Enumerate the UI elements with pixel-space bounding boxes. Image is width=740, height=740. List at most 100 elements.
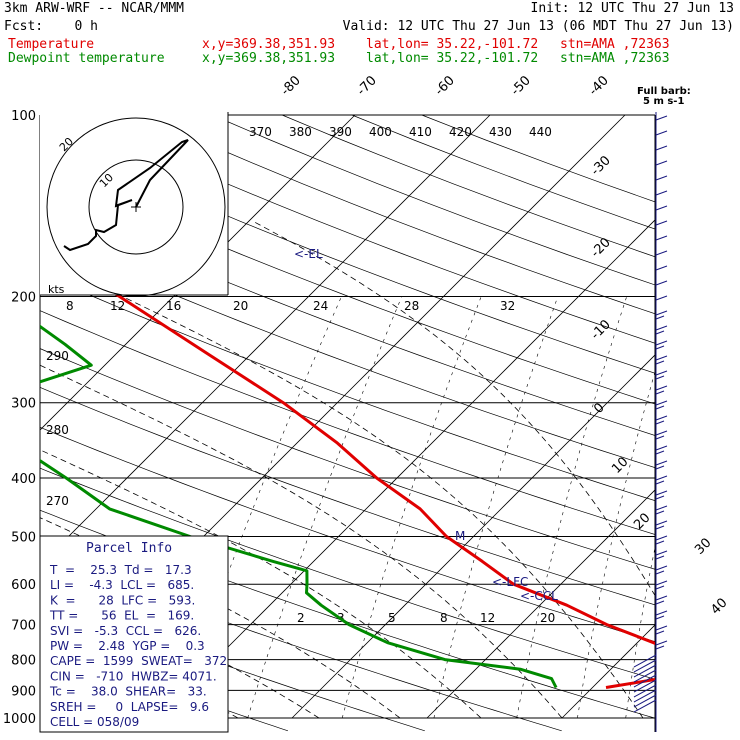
wind-barb	[655, 355, 668, 361]
mixing-ratio-label: 8	[66, 299, 74, 313]
mixing-ratio-line	[700, 297, 740, 719]
wind-barb	[655, 220, 668, 226]
isotherm-label: 30	[692, 536, 714, 558]
dry-adiabat	[351, 114, 655, 230]
wind-barb	[655, 465, 665, 470]
dry-adiabat	[40, 132, 655, 374]
legend-dewpoint-stn: stn=AMA ,72363	[560, 51, 670, 66]
wind-barb	[655, 520, 668, 526]
wind-barb	[655, 625, 668, 631]
parcel-info-row: CAPE = 1599 SWEAT= 372	[50, 654, 227, 668]
wind-barb	[655, 570, 665, 575]
wind-barb	[655, 330, 665, 335]
dry-adiabat	[0, 115, 14, 731]
saturated-adiabat	[40, 449, 482, 719]
dry-adiabat	[40, 348, 655, 570]
legend-dewpoint-latlon: lat,lon= 35.22,-101.72	[366, 51, 539, 66]
wind-barb	[655, 295, 668, 301]
wind-barb	[633, 699, 657, 713]
wind-barb	[633, 659, 657, 673]
mixing-ratio-label: 20	[233, 299, 248, 313]
isotherm-label: -30	[588, 153, 614, 179]
dry-adiabat	[40, 273, 655, 502]
parcel-info-row: LI = -4.3 LCL = 685.	[50, 578, 194, 592]
wind-barb	[655, 460, 668, 466]
dry-adiabat-label: 440	[529, 125, 552, 139]
dry-adiabat	[40, 597, 425, 732]
wind-barb	[655, 565, 668, 571]
wind-barb	[633, 694, 657, 708]
wind-barb	[655, 595, 668, 601]
dry-adiabat	[40, 201, 655, 436]
isotherm-label: -60	[432, 73, 458, 99]
dry-adiabat-label: 420	[449, 125, 472, 139]
wind-barb	[655, 505, 668, 511]
wind-barb	[655, 175, 668, 181]
wind-barb	[655, 250, 668, 256]
wind-barb	[655, 585, 665, 590]
isotherm-label: -50	[508, 73, 534, 99]
wind-barb	[655, 310, 668, 316]
isotherm	[697, 115, 740, 718]
mixing-ratio-label: 20	[540, 611, 555, 625]
isotherm-label: 40	[708, 596, 730, 618]
wind-barb	[655, 490, 668, 496]
wind-barb	[655, 400, 668, 406]
wind-barb	[655, 510, 665, 515]
dry-adiabat	[40, 426, 655, 642]
dry-adiabat	[40, 166, 655, 405]
pressure-tick-label: 100	[11, 109, 36, 124]
wind-barb	[655, 415, 668, 421]
hodograph: 20 10 kts	[40, 112, 229, 297]
parcel-info-frame	[39, 535, 229, 733]
mixing-ratio-label: 5	[388, 611, 396, 625]
parcel-info-row: Tc = 38.0 SHEAR= 33.	[49, 685, 207, 699]
legend-temperature-xy: x,y=369.38,351.93	[202, 37, 336, 52]
wind-barb	[655, 160, 668, 166]
wind-barb	[633, 689, 657, 703]
isotherm	[156, 219, 655, 719]
hodograph-units: kts	[48, 283, 65, 296]
pressure-tick-label: 500	[11, 530, 36, 545]
wind-barb	[655, 370, 668, 376]
parcel-info-row: T = 25.3 Td = 17.3	[49, 563, 192, 577]
init-time: Init: 12 UTC Thu 27 Jun 13	[530, 1, 735, 16]
saturated-adiabat	[252, 220, 655, 597]
wind-barb	[655, 540, 665, 545]
isotherm	[40, 114, 356, 431]
wind-barb	[655, 580, 668, 586]
wind-barb	[633, 679, 657, 693]
parcel-info-title: Parcel Info	[86, 541, 172, 556]
wind-barb	[655, 445, 668, 451]
isotherm	[40, 114, 491, 566]
isotherm-label: 20	[631, 511, 653, 533]
legend-temperature-stn: stn=AMA ,72363	[560, 37, 670, 52]
wind-barb	[655, 550, 668, 556]
mixing-ratio-label: 24	[313, 299, 328, 313]
wind-barb	[655, 115, 668, 121]
wind-barb	[655, 235, 668, 241]
mixing-ratio-label: 8	[440, 611, 448, 625]
el-marker: <-EL	[294, 247, 323, 261]
mixing-ratio-label: 32	[500, 299, 515, 313]
dry-adiabat	[142, 114, 655, 315]
wind-barb	[655, 475, 668, 481]
isotherm-label: -10	[588, 317, 614, 343]
wind-barb	[655, 390, 665, 395]
mixing-ratio-line	[625, 546, 655, 719]
lfc-marker: <-LFC	[492, 575, 528, 589]
saturated-adiabat-label: 280	[46, 423, 69, 437]
forecast-hour: Fcst: 0 h	[4, 19, 98, 34]
wind-barb-column: Full barb: 5 m s-1	[633, 86, 691, 732]
parcel-info-row: SVI = -5.3 CCL = 626.	[50, 624, 201, 638]
wind-barb	[633, 664, 657, 678]
dry-adiabat	[40, 236, 655, 469]
isotherm-label: -20	[588, 235, 614, 261]
parcel-info-row: CELL = 058/09	[50, 715, 139, 729]
wind-barb	[655, 385, 668, 391]
dry-adiabat	[421, 114, 655, 203]
wind-barb	[655, 360, 665, 365]
legend-temperature-label: Temperature	[8, 37, 95, 52]
wind-barb	[655, 645, 665, 650]
